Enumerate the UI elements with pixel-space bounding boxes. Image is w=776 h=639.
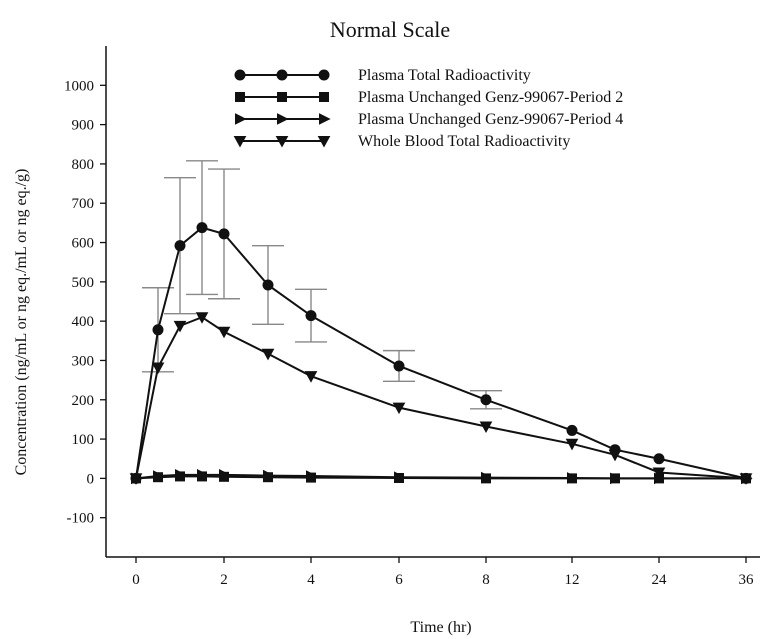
- data-point: [263, 469, 275, 482]
- y-tick-label: 700: [72, 196, 95, 212]
- legend-item: Plasma Total Radioactivity: [234, 67, 531, 84]
- series-4: [129, 312, 753, 485]
- legend-marker: [319, 92, 329, 102]
- data-point: [153, 470, 165, 482]
- x-tick-label: 24: [652, 572, 668, 588]
- legend: Plasma Total Radioactivity Plasma Unchang…: [233, 67, 623, 150]
- error-bars: [142, 160, 502, 410]
- data-point: [195, 312, 209, 324]
- x-tick-label: 4: [307, 572, 315, 588]
- y-tick-label: 1000: [64, 78, 94, 94]
- data-point: [174, 240, 186, 252]
- y-tick-label: 200: [72, 393, 95, 409]
- data-point: [392, 402, 406, 415]
- series-3: [131, 469, 753, 485]
- data-point: [175, 469, 187, 481]
- legend-marker: [275, 136, 289, 148]
- legend-item: Whole Blood Total Radioactivity: [233, 133, 570, 150]
- data-point: [151, 362, 165, 375]
- legend-item: Plasma Unchanged Genz-99067-Period 4: [235, 111, 623, 128]
- data-point: [566, 424, 578, 436]
- x-tick-label: 8: [482, 572, 490, 588]
- legend-label: Plasma Unchanged Genz-99067-Period 4: [358, 111, 623, 128]
- chart-title: Normal Scale: [330, 17, 450, 42]
- data-point: [129, 473, 143, 485]
- legend-marker: [234, 69, 246, 81]
- series-layer: [129, 222, 753, 485]
- legend-label: Plasma Unchanged Genz-99067-Period 2: [358, 89, 623, 106]
- data-point: [152, 324, 164, 336]
- legend-marker: [276, 69, 288, 81]
- y-tick-label: 100: [72, 432, 95, 448]
- legend-marker: [318, 69, 330, 81]
- data-point: [610, 472, 622, 485]
- data-point: [481, 471, 493, 484]
- legend-marker: [233, 136, 247, 148]
- data-point: [196, 222, 208, 234]
- data-point: [218, 228, 230, 240]
- x-tick-label: 6: [395, 572, 403, 588]
- data-point: [652, 467, 666, 480]
- data-point: [306, 470, 318, 482]
- data-point: [480, 394, 492, 406]
- data-point: [305, 310, 317, 322]
- data-point: [393, 360, 405, 372]
- y-axis-ticks: -100 0 100 200 300 400 500 600 700 800 900 1000: [64, 78, 106, 527]
- x-tick-label: 2: [220, 572, 228, 588]
- data-point: [261, 348, 275, 361]
- data-point: [217, 326, 231, 339]
- x-tick-label: 0: [132, 572, 140, 588]
- data-point: [653, 453, 665, 465]
- y-tick-label: 600: [72, 236, 95, 252]
- legend-marker: [277, 113, 289, 125]
- data-point: [567, 472, 579, 484]
- data-point: [304, 371, 318, 383]
- series-line: [135, 316, 747, 480]
- legend-marker: [277, 92, 287, 102]
- y-tick-label: 400: [72, 314, 95, 330]
- data-point: [608, 449, 622, 462]
- legend-marker: [319, 113, 331, 125]
- y-tick-label: 500: [72, 275, 95, 291]
- data-point: [739, 473, 753, 485]
- data-point: [219, 469, 231, 481]
- series-line: [135, 226, 747, 480]
- data-point: [197, 469, 209, 481]
- data-point: [173, 320, 187, 333]
- legend-marker: [235, 92, 245, 102]
- x-tick-label: 36: [739, 572, 755, 588]
- y-tick-label: 900: [72, 118, 95, 134]
- data-point: [479, 421, 493, 434]
- y-tick-label: -100: [67, 511, 95, 527]
- legend-marker: [317, 136, 331, 148]
- x-axis-label: Time (hr): [410, 619, 471, 636]
- data-point: [394, 471, 406, 484]
- legend-marker: [235, 113, 247, 125]
- legend-label: Plasma Total Radioactivity: [358, 67, 531, 84]
- data-point: [565, 438, 579, 451]
- y-tick-label: 800: [72, 157, 95, 173]
- y-tick-label: 0: [87, 471, 95, 487]
- x-axis-ticks: 0 2 4 6 8 12 24 36: [132, 557, 754, 588]
- x-tick-label: 12: [565, 572, 580, 588]
- y-tick-label: 300: [72, 353, 95, 369]
- y-axis-label: Concentration (ng/mL or ng eq./mL or ng …: [13, 169, 30, 476]
- legend-item: Plasma Unchanged Genz-99067-Period 2: [235, 89, 623, 106]
- legend-label: Whole Blood Total Radioactivity: [358, 133, 570, 150]
- data-point: [262, 279, 274, 291]
